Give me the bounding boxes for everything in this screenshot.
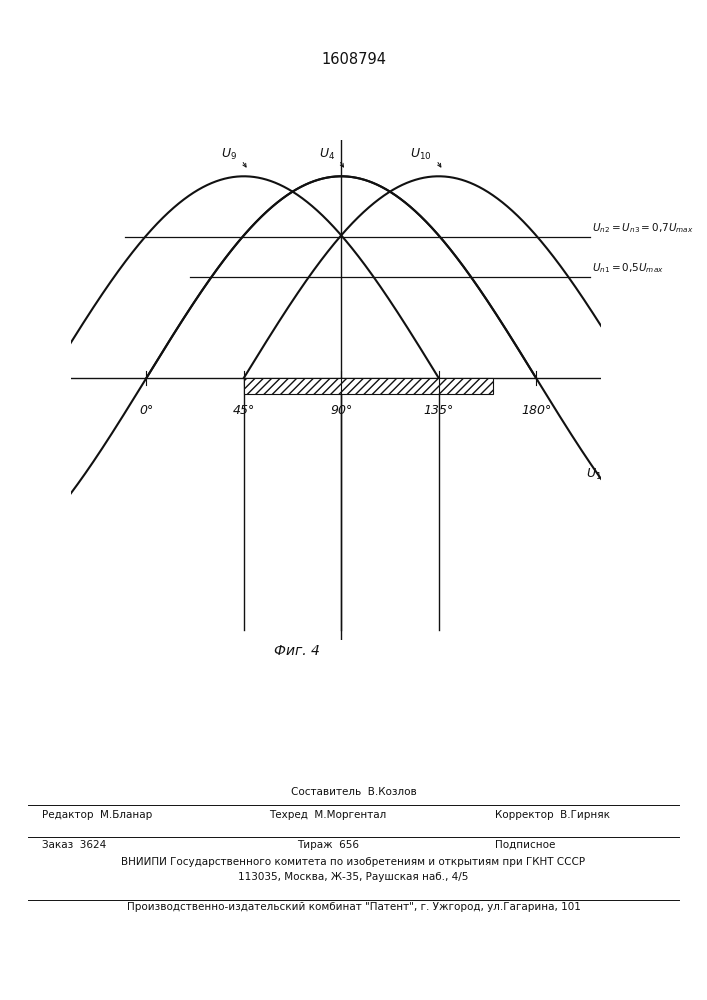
Text: Фиг. 4: Фиг. 4 bbox=[274, 644, 320, 658]
Text: ВНИИПИ Государственного комитета по изобретениям и открытиям при ГКНТ СССР: ВНИИПИ Государственного комитета по изоб… bbox=[122, 857, 585, 867]
Text: 113035, Москва, Ж-35, Раушская наб., 4/5: 113035, Москва, Ж-35, Раушская наб., 4/5 bbox=[238, 872, 469, 882]
Text: $U_{10}$: $U_{10}$ bbox=[411, 147, 432, 162]
Text: 45°: 45° bbox=[233, 404, 255, 417]
Text: Техред  М.Моргентал: Техред М.Моргентал bbox=[269, 810, 386, 820]
Text: Производственно-издательский комбинат "Патент", г. Ужгород, ул.Гагарина, 101: Производственно-издательский комбинат "П… bbox=[127, 902, 580, 912]
Text: 180°: 180° bbox=[521, 404, 551, 417]
Text: Тираж  656: Тираж 656 bbox=[297, 840, 359, 850]
Text: Корректор  В.Гирняк: Корректор В.Гирняк bbox=[495, 810, 610, 820]
Text: 1608794: 1608794 bbox=[321, 52, 386, 67]
Bar bbox=[244, 378, 493, 394]
Text: Подписное: Подписное bbox=[495, 840, 555, 850]
Text: $U_{n2}=U_{n3}=0{,}7U_{max}$: $U_{n2}=U_{n3}=0{,}7U_{max}$ bbox=[592, 221, 694, 235]
Text: Составитель  В.Козлов: Составитель В.Козлов bbox=[291, 787, 416, 797]
Text: $U_1$: $U_1$ bbox=[586, 467, 602, 482]
Text: $U_9$: $U_9$ bbox=[221, 147, 238, 162]
Text: 90°: 90° bbox=[330, 404, 352, 417]
Text: $U_4$: $U_4$ bbox=[319, 147, 334, 162]
Text: 135°: 135° bbox=[423, 404, 454, 417]
Text: Заказ  3624: Заказ 3624 bbox=[42, 840, 107, 850]
Text: Редактор  М.Бланар: Редактор М.Бланар bbox=[42, 810, 153, 820]
Text: $U_{n1}=0{,}5U_{max}$: $U_{n1}=0{,}5U_{max}$ bbox=[592, 261, 664, 275]
Text: 0°: 0° bbox=[139, 404, 153, 417]
